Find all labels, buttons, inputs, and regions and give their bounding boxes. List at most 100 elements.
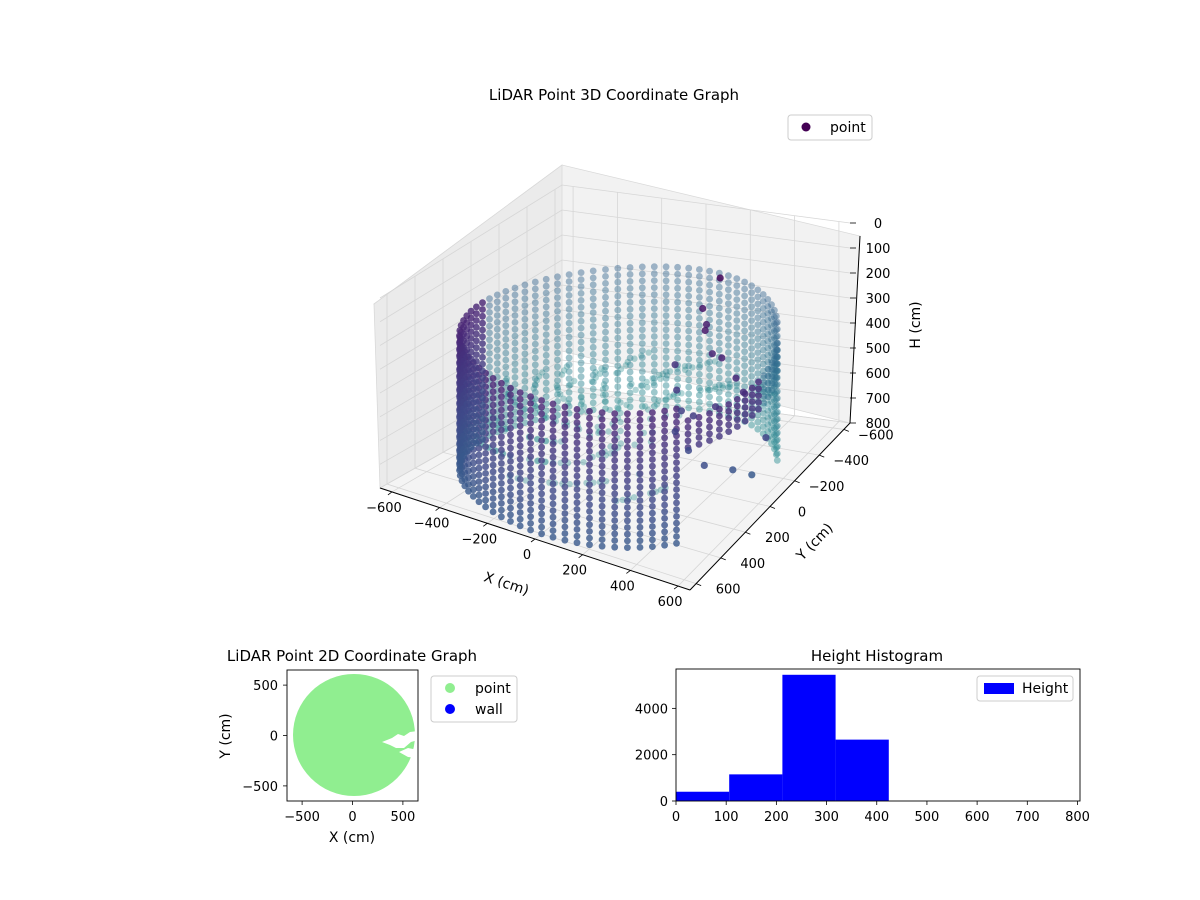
data-point xyxy=(624,457,631,464)
data-point xyxy=(527,460,534,467)
data-point xyxy=(589,316,597,323)
data-point xyxy=(733,382,740,390)
data-point xyxy=(725,314,732,321)
data-point xyxy=(662,263,670,271)
data-point xyxy=(715,325,723,333)
data-point xyxy=(768,384,775,392)
data-point xyxy=(706,288,713,296)
data-point xyxy=(489,388,497,396)
data-point xyxy=(765,386,772,394)
data-point xyxy=(601,398,609,405)
data-point xyxy=(573,439,581,447)
data-point xyxy=(577,401,585,408)
x-tick-label: 700 xyxy=(1015,810,1040,825)
data-point xyxy=(741,410,749,418)
data-point xyxy=(772,402,780,410)
data-point xyxy=(661,454,668,462)
data-point xyxy=(507,384,514,392)
data-point xyxy=(467,416,475,424)
data-point xyxy=(771,410,778,418)
data-point xyxy=(661,468,668,475)
data-point xyxy=(527,480,534,487)
data-point xyxy=(479,306,486,313)
x-tick-label: −500 xyxy=(284,810,320,825)
data-point xyxy=(674,312,681,320)
data-point xyxy=(624,530,631,538)
data-point xyxy=(696,363,703,371)
data-point xyxy=(759,325,767,333)
data-point xyxy=(599,391,607,399)
data-point xyxy=(733,359,741,366)
data-point xyxy=(502,308,510,316)
data-point xyxy=(706,267,713,275)
data-point xyxy=(486,336,493,344)
data-point xyxy=(774,367,781,375)
data-point xyxy=(764,296,772,303)
data-point xyxy=(586,434,593,442)
data-point xyxy=(755,385,762,393)
histogram-bar xyxy=(676,791,730,801)
data-point xyxy=(638,354,646,361)
data-point xyxy=(561,523,569,531)
data-point xyxy=(592,374,599,381)
data-point xyxy=(549,467,557,474)
data-point xyxy=(493,305,501,312)
data-point xyxy=(573,532,581,540)
data-point xyxy=(542,289,550,297)
data-point xyxy=(649,529,656,537)
data-point xyxy=(467,369,475,376)
data-point xyxy=(631,441,638,448)
data-point xyxy=(673,513,680,520)
data-point xyxy=(772,340,780,348)
data-point xyxy=(768,440,775,447)
data-point xyxy=(649,436,656,443)
data-point xyxy=(768,322,775,329)
data-point xyxy=(624,544,631,551)
data-point xyxy=(771,373,779,381)
data-point xyxy=(662,291,670,299)
data-point xyxy=(685,313,693,321)
data-point xyxy=(489,415,497,422)
data-point xyxy=(673,439,680,446)
data-point xyxy=(573,446,581,453)
data-point xyxy=(573,406,581,413)
data-point xyxy=(475,444,483,452)
histogram-frame xyxy=(675,668,1081,802)
data-point xyxy=(706,274,713,282)
data-point xyxy=(715,318,723,326)
data-point xyxy=(502,342,510,350)
wall-gap-2 xyxy=(399,748,418,758)
data-point xyxy=(761,388,768,396)
data-point xyxy=(542,351,550,359)
data-point xyxy=(493,366,501,374)
data-point xyxy=(650,340,658,347)
legend-3d-box xyxy=(787,114,873,141)
data-point xyxy=(748,303,755,311)
data-point xyxy=(702,320,711,329)
data-point xyxy=(638,389,646,396)
y-axis-label: Y (cm) xyxy=(793,520,837,564)
data-point xyxy=(538,490,545,498)
data-point xyxy=(542,296,550,304)
data-point xyxy=(624,504,631,511)
data-point xyxy=(473,310,480,318)
data-point xyxy=(527,446,534,454)
data-point xyxy=(768,359,776,367)
data-point xyxy=(577,345,585,353)
data-point xyxy=(549,527,557,534)
data-point xyxy=(661,541,668,549)
data-point xyxy=(685,334,693,342)
data-point xyxy=(715,381,723,389)
y-tick-label: 500 xyxy=(253,679,278,694)
data-point xyxy=(772,368,780,375)
data-point xyxy=(602,363,609,371)
legend-2d-label-point: point xyxy=(475,681,511,697)
data-point xyxy=(725,356,732,363)
data-point xyxy=(674,340,681,348)
data-point xyxy=(636,470,644,478)
data-point xyxy=(624,423,631,431)
data-point xyxy=(759,318,767,326)
data-point xyxy=(493,312,501,319)
data-point xyxy=(554,391,561,398)
data-point xyxy=(602,377,609,385)
